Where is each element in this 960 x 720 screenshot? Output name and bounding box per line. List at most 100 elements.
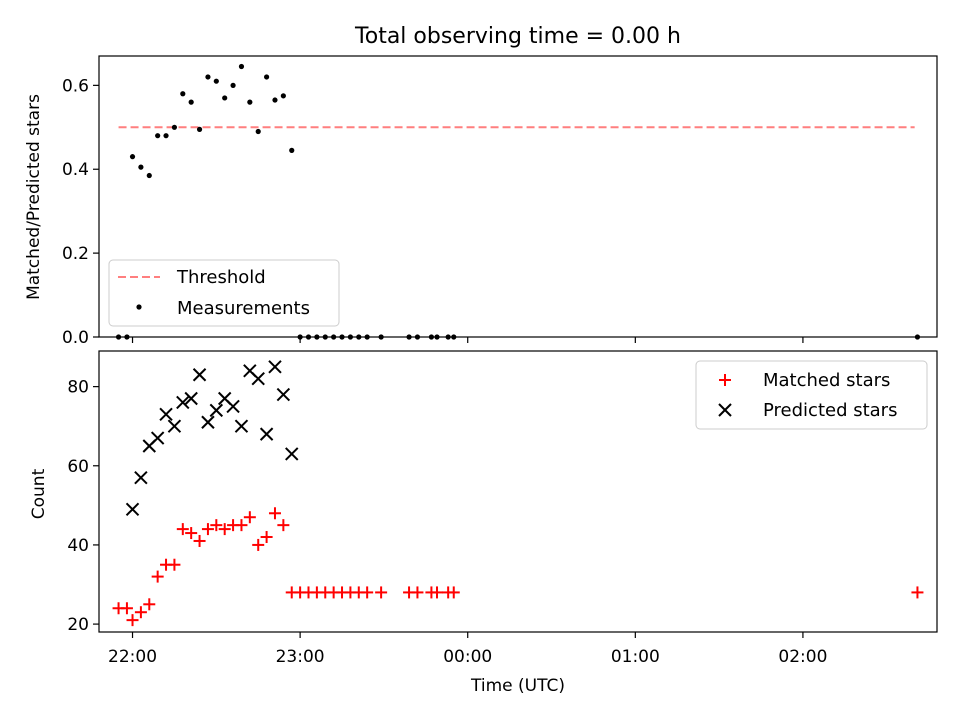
top-y-tick-label: 0.6 xyxy=(62,76,89,96)
measurement-point xyxy=(205,74,211,80)
matched-star-point xyxy=(218,523,231,536)
top-y-tick-label: 0.2 xyxy=(62,244,89,264)
predicted-star-point xyxy=(201,415,215,429)
legend-measurements-swatch xyxy=(136,304,142,310)
predicted-star-mark xyxy=(192,368,207,382)
predicted-star-mark xyxy=(259,427,274,441)
predicted-star-mark xyxy=(285,447,299,461)
matched-star-point xyxy=(911,586,924,599)
predicted-star-mark xyxy=(226,399,240,414)
measurement-point xyxy=(238,63,245,70)
matched-star-point xyxy=(126,614,139,627)
measurement-point xyxy=(196,126,203,132)
predicted-star-mark xyxy=(243,364,257,378)
predicted-star-mark xyxy=(209,403,224,418)
bottom-plot-area xyxy=(112,360,924,627)
bottom-y-tick-label: 40 xyxy=(67,536,89,556)
measurement-point xyxy=(289,147,295,153)
matched-star-point xyxy=(447,586,460,599)
bottom-y-tick-label: 80 xyxy=(67,378,89,398)
predicted-star-mark xyxy=(159,407,173,422)
matched-star-point xyxy=(277,519,290,532)
matched-star-point xyxy=(120,602,133,615)
top-y-tick-label: 0.4 xyxy=(62,160,89,180)
measurement-point xyxy=(264,74,270,80)
predicted-star-point xyxy=(251,371,265,386)
measurement-point xyxy=(180,91,186,97)
predicted-star-point xyxy=(234,419,249,433)
top-plot-area xyxy=(115,63,921,340)
predicted-star-mark xyxy=(234,419,249,433)
predicted-star-mark xyxy=(176,395,190,410)
predicted-star-point xyxy=(268,360,282,374)
predicted-star-mark xyxy=(167,419,182,433)
predicted-star-mark xyxy=(217,391,232,406)
bottom-y-tick-label: 20 xyxy=(67,615,89,635)
matched-star-point xyxy=(210,519,223,532)
x-tick-label: 00:00 xyxy=(443,647,492,667)
top-y-tick-label: 0.0 xyxy=(62,328,89,348)
predicted-star-mark xyxy=(134,470,148,485)
legend-matched-swatch xyxy=(719,374,731,386)
predicted-star-point xyxy=(276,387,291,402)
measurement-point xyxy=(247,99,253,105)
matched-star-point xyxy=(430,586,443,599)
matched-star-point xyxy=(268,507,281,520)
matched-star-point xyxy=(252,538,265,551)
matched-star-point xyxy=(143,598,156,611)
predicted-star-mark xyxy=(150,431,165,445)
x-axis-label: Time (UTC) xyxy=(470,676,565,696)
predicted-star-point xyxy=(226,399,240,414)
predicted-star-point xyxy=(125,502,140,517)
measurement-point xyxy=(188,99,194,105)
measurement-point xyxy=(138,164,144,170)
measurement-point xyxy=(155,133,161,139)
predicted-star-point xyxy=(134,470,148,485)
matched-star-point xyxy=(134,606,147,619)
predicted-star-mark xyxy=(276,387,291,402)
measurement-point xyxy=(280,93,286,99)
matched-star-point xyxy=(260,531,273,544)
measurement-point xyxy=(129,154,136,160)
predicted-star-point xyxy=(159,407,173,422)
measurement-point xyxy=(171,124,178,130)
legend-threshold-label: Threshold xyxy=(176,267,266,288)
measurement-point xyxy=(272,97,278,103)
measurement-point xyxy=(222,95,228,101)
matched-star-point xyxy=(243,511,256,524)
bottom-legend-box xyxy=(695,360,928,430)
predicted-star-point xyxy=(285,447,299,461)
predicted-star-mark xyxy=(251,371,265,386)
predicted-star-mark xyxy=(268,360,282,374)
matched-star-point xyxy=(361,586,374,599)
measurement-point xyxy=(213,78,219,84)
matched-star-point xyxy=(201,523,214,536)
predicted-star-mark xyxy=(184,391,198,406)
bottom-legend: Matched stars Predicted stars xyxy=(695,360,928,430)
top-legend: Threshold Measurements xyxy=(108,259,340,327)
measurement-point xyxy=(255,128,261,135)
x-tick-label: 02:00 xyxy=(778,647,827,667)
top-y-axis-label: Matched/Predicted stars xyxy=(24,94,44,300)
x-tick-label: 22:00 xyxy=(108,647,157,667)
bottom-y-axis-label: Count xyxy=(29,468,49,519)
top-legend-box xyxy=(108,259,340,327)
matched-star-point xyxy=(185,527,198,540)
legend-predicted-label: Predicted stars xyxy=(763,400,897,421)
bottom-y-tick-label: 60 xyxy=(67,457,89,477)
legend-measurements-label: Measurements xyxy=(177,298,310,319)
measurement-point xyxy=(230,82,236,88)
legend-predicted-swatch xyxy=(718,403,732,417)
chart-title: Total observing time = 0.00 h xyxy=(354,24,681,49)
measurement-point xyxy=(163,133,169,139)
predicted-star-point xyxy=(192,368,207,382)
matched-star-point xyxy=(375,586,388,599)
matched-star-point xyxy=(168,558,181,571)
predicted-star-point xyxy=(167,419,182,433)
matched-star-point xyxy=(176,523,189,536)
legend-matched-label: Matched stars xyxy=(763,370,890,391)
predicted-star-mark xyxy=(201,415,215,429)
x-tick-label: 01:00 xyxy=(611,647,660,667)
